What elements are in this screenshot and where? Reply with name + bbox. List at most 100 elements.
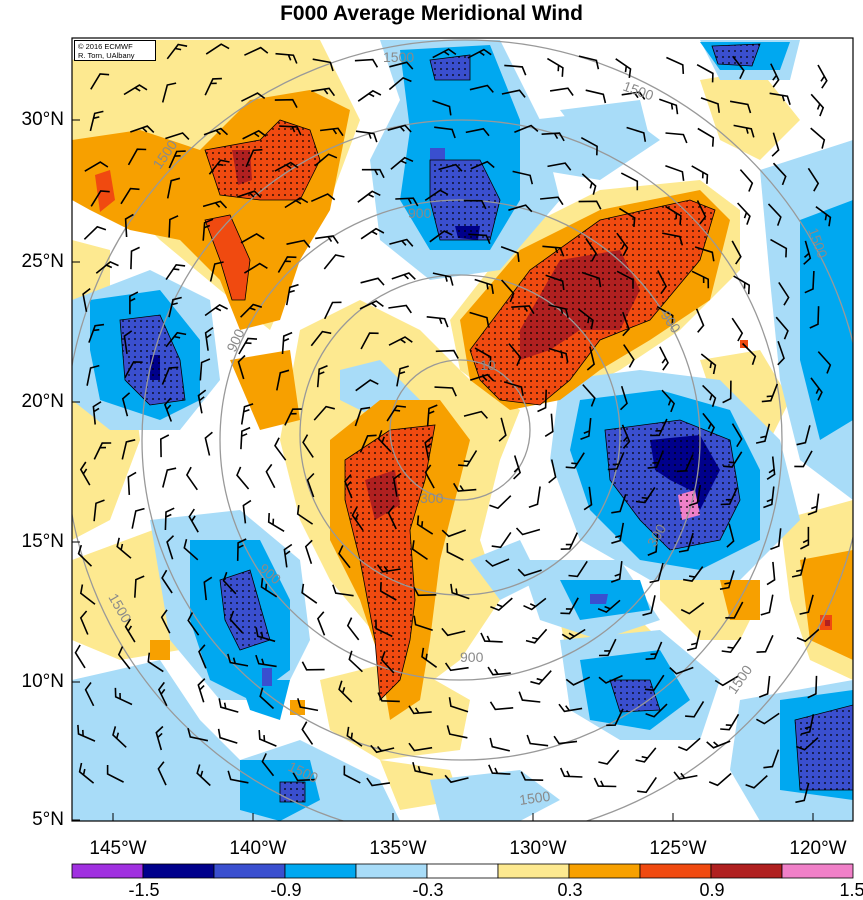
- wind-barb: [261, 753, 275, 777]
- wind-barb: [123, 84, 148, 96]
- wind-barb: [553, 735, 578, 745]
- wind-barb: [766, 561, 776, 586]
- wind-barb: [796, 425, 811, 446]
- y-axis-label: 10°N: [21, 671, 64, 692]
- wind-barb: [426, 404, 438, 427]
- wind-barb: [198, 644, 207, 669]
- wind-barb: [644, 674, 665, 692]
- wind-barb: [338, 545, 351, 569]
- wind-barb: [469, 84, 494, 93]
- wind-barb: [500, 245, 520, 262]
- wind-barb: [669, 666, 694, 675]
- wind-barb: [243, 262, 268, 274]
- wind-barb: [696, 200, 707, 225]
- wind-barb: [582, 384, 596, 407]
- wind-barb: [389, 61, 414, 70]
- wind-barb: [361, 168, 385, 179]
- wind-barb: [508, 204, 533, 213]
- wind-barb: [568, 560, 588, 578]
- wind-barb: [227, 653, 249, 667]
- colorbar-swatch: [639, 863, 712, 879]
- wind-barb: [518, 691, 541, 703]
- wind-barb: [202, 218, 214, 241]
- wind-barb: [465, 127, 490, 137]
- wind-barb: [503, 381, 524, 396]
- wind-barb: [187, 612, 200, 636]
- wind-barb: [196, 764, 211, 787]
- wind-barb: [240, 403, 254, 425]
- wind-barb: [700, 353, 717, 375]
- wind-barb: [593, 777, 617, 788]
- wind-barb: [162, 467, 177, 488]
- wind-barb: [470, 373, 495, 382]
- wind-barb: [761, 383, 779, 403]
- wind-barb: [446, 542, 464, 561]
- wind-barb: [501, 279, 515, 303]
- wind-barb: [388, 76, 412, 91]
- wind-barb: [807, 675, 818, 699]
- wind-barb: [720, 713, 740, 731]
- wind-barb: [240, 426, 251, 450]
- wind-barb: [585, 238, 598, 262]
- wind-barb: [559, 767, 583, 778]
- wind-barb: [463, 199, 487, 210]
- wind-barb: [659, 98, 679, 115]
- wind-barb: [719, 570, 735, 590]
- wind-barb: [197, 678, 206, 703]
- wind-barb: [379, 582, 397, 601]
- wind-barb: [165, 132, 190, 140]
- wind-barb: [548, 347, 569, 363]
- wind-barb: [441, 529, 466, 538]
- wind-barb: [745, 775, 768, 789]
- wind-barb: [622, 311, 630, 337]
- wind-barb: [123, 330, 133, 355]
- wind-barb: [817, 351, 832, 374]
- wind-barb: [411, 540, 428, 561]
- wind-barb: [680, 602, 705, 615]
- x-axis-label: 120°W: [789, 838, 847, 859]
- wind-barb: [597, 599, 621, 614]
- y-axis-label: 25°N: [21, 251, 64, 272]
- colorbar-swatch: [355, 863, 428, 879]
- wind-barb: [444, 662, 469, 672]
- wind-barb: [581, 173, 597, 195]
- wind-barb: [388, 304, 412, 314]
- wind-barb: [424, 436, 433, 461]
- wind-barb: [729, 100, 752, 114]
- wind-barb: [491, 531, 512, 549]
- wind-barb: [112, 726, 127, 748]
- colorbar-swatch: [284, 863, 357, 879]
- wind-barb: [691, 270, 710, 289]
- colorbar-swatch: [781, 863, 854, 879]
- wind-barb: [760, 594, 774, 616]
- wind-barb: [205, 43, 230, 55]
- wind-barb: [515, 527, 541, 536]
- wind-barb: [635, 487, 656, 504]
- wind-barb: [742, 342, 757, 366]
- wind-barb: [528, 486, 541, 508]
- wind-barb: [665, 132, 688, 144]
- wind-barb: [83, 225, 107, 240]
- wind-barb: [687, 630, 701, 651]
- wind-barb: [90, 190, 110, 207]
- wind-barb: [796, 628, 820, 643]
- wind-barb: [463, 410, 488, 419]
- wind-barb: [598, 749, 620, 765]
- wind-barb: [413, 587, 437, 597]
- wind-barb: [316, 365, 328, 388]
- wind-barb: [446, 725, 468, 739]
- y-axis-label: 30°N: [21, 109, 64, 130]
- wind-barb: [202, 200, 228, 209]
- wind-barb: [621, 91, 646, 100]
- wind-barb: [346, 726, 363, 747]
- wind-barb: [92, 401, 102, 425]
- wind-barb: [578, 308, 594, 330]
- wind-barb: [129, 291, 139, 315]
- wind-barb: [199, 358, 211, 381]
- x-axis-label: 125°W: [649, 838, 707, 859]
- wind-barb: [302, 434, 314, 458]
- wind-barb: [277, 256, 297, 273]
- wind-barb: [265, 463, 276, 489]
- wind-barb: [218, 698, 239, 713]
- wind-barb: [130, 246, 140, 270]
